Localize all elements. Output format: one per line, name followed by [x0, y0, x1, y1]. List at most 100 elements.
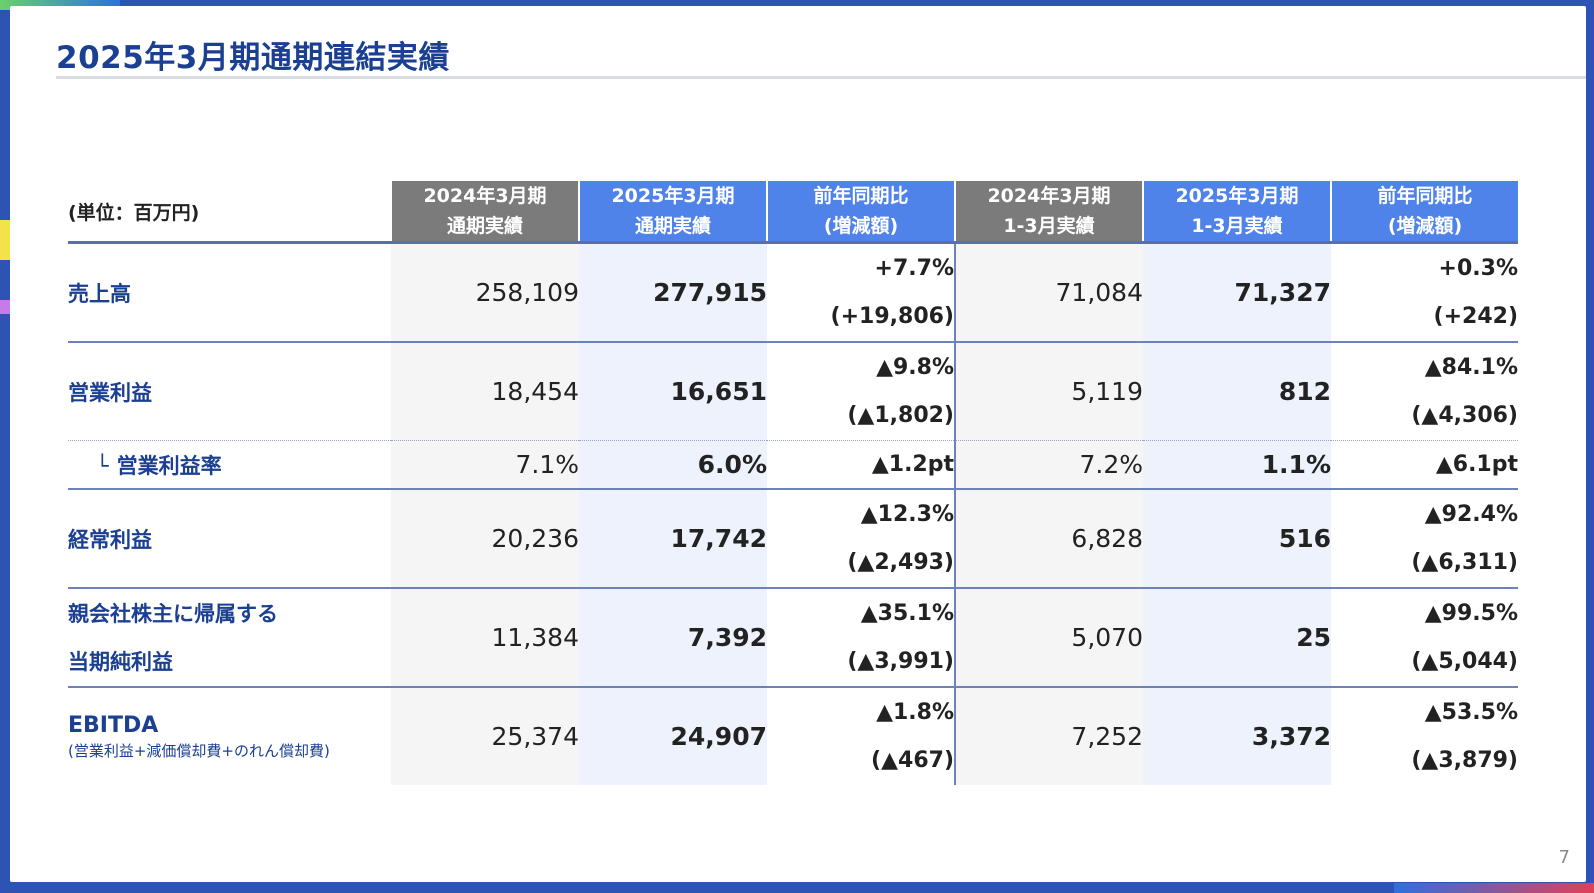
diff-amount: (▲2,493)	[847, 549, 954, 575]
cell-q-current: 3,372	[1143, 687, 1331, 785]
col-header-fy2024: 2024年3月期 通期実績	[390, 181, 579, 244]
row-label: 経常利益	[68, 489, 391, 589]
row-label-text: 営業利益率	[116, 453, 222, 478]
cell-fy-diff: ▲35.1% (▲3,991)	[767, 588, 955, 688]
slide: 2025年3月期通期連結実績 (単位：百万円) 2024年3月期 通期実績 20…	[10, 6, 1586, 882]
diff-amount: (▲4,306)	[1411, 402, 1518, 428]
diff-amount: (▲467)	[871, 747, 954, 773]
diff-amount: (▲1,802)	[847, 402, 954, 428]
cell-fy-diff: +7.7% (+19,806)	[767, 242, 955, 343]
diff-amount: (+19,806)	[830, 303, 954, 329]
col-header-line2: 1-3月実績	[1191, 215, 1283, 237]
cell-fy-prior: 25,374	[391, 687, 579, 785]
cell-q-diff: ▲6.1pt	[1331, 440, 1518, 490]
diff-percent: ▲99.5%	[1424, 600, 1518, 626]
frame-accent	[0, 220, 10, 260]
col-header-line2: 通期実績	[634, 215, 711, 237]
cell-q-current: 25	[1143, 588, 1331, 688]
results-table: (単位：百万円) 2024年3月期 通期実績 2025年3月期 通期実績 前年同…	[68, 181, 1518, 785]
row-label-line1: 親会社株主に帰属する	[68, 601, 278, 626]
cell-q-prior: 6,828	[954, 489, 1143, 589]
cell-q-prior: 7.2%	[954, 440, 1143, 490]
row-label-note: (営業利益+減価償却費+のれん償却費)	[68, 741, 330, 760]
table-row-ebitda: EBITDA (営業利益+減価償却費+のれん償却費) 25,374 24,907…	[68, 687, 1518, 785]
diff-percent: ▲9.8%	[876, 354, 954, 380]
cell-q-prior: 5,119	[954, 342, 1143, 441]
cell-fy-diff: ▲9.8% (▲1,802)	[767, 342, 955, 441]
table-row-operating-margin: └ 営業利益率 7.1% 6.0% ▲1.2pt 7.2% 1.1% ▲6.1pt	[68, 440, 1518, 490]
cell-fy-current: 7,392	[579, 588, 767, 688]
row-label-line2: 当期純利益	[68, 649, 173, 674]
cell-q-prior: 7,252	[954, 687, 1143, 785]
row-label-main: EBITDA	[68, 712, 159, 738]
col-header-line2: 通期実績	[446, 215, 523, 237]
diff-amount: (▲3,879)	[1411, 747, 1518, 773]
cell-fy-diff: ▲12.3% (▲2,493)	[767, 489, 955, 589]
diff-percent: ▲53.5%	[1424, 699, 1518, 725]
diff-percent: ▲12.3%	[860, 501, 954, 527]
cell-fy-prior: 11,384	[391, 588, 579, 688]
cell-q-current: 71,327	[1143, 242, 1331, 343]
col-header-q2024: 2024年3月期 1-3月実績	[954, 181, 1143, 244]
page-title: 2025年3月期通期連結実績	[56, 40, 450, 76]
cell-fy-prior: 258,109	[391, 242, 579, 343]
table-row-net-sales: 売上高 258,109 277,915 +7.7% (+19,806) 71,0…	[68, 242, 1518, 343]
cell-q-diff: ▲53.5% (▲3,879)	[1331, 687, 1518, 785]
diff-percent: ▲1.8%	[876, 699, 954, 725]
row-label: 売上高	[68, 242, 391, 343]
col-header-line1: 前年同期比	[813, 185, 909, 207]
col-header-line2: 1-3月実績	[1003, 215, 1095, 237]
cell-fy-current: 6.0%	[579, 440, 767, 490]
col-header-fy2025: 2025年3月期 通期実績	[578, 181, 767, 244]
cell-q-diff: ▲92.4% (▲6,311)	[1331, 489, 1518, 589]
col-header-fy-yoy: 前年同期比 (増減額)	[766, 181, 955, 244]
col-header-line2: (増減額)	[823, 215, 899, 237]
row-label: EBITDA (営業利益+減価償却費+のれん償却費)	[68, 687, 391, 785]
diff-percent: ▲84.1%	[1424, 354, 1518, 380]
diff-amount: (▲3,991)	[847, 648, 954, 674]
row-label: 営業利益	[68, 342, 391, 441]
frame-accent	[0, 300, 10, 314]
frame-accent	[1394, 883, 1594, 893]
cell-fy-current: 16,651	[579, 342, 767, 441]
diff-percent: ▲35.1%	[860, 600, 954, 626]
diff-amount: (▲5,044)	[1411, 648, 1518, 674]
cell-q-diff: ▲84.1% (▲4,306)	[1331, 342, 1518, 441]
table-row-ordinary-income: 経常利益 20,236 17,742 ▲12.3% (▲2,493) 6,828…	[68, 489, 1518, 589]
cell-q-current: 812	[1143, 342, 1331, 441]
diff-percent: +0.3%	[1438, 255, 1518, 281]
cell-fy-current: 17,742	[579, 489, 767, 589]
cell-q-prior: 71,084	[954, 242, 1143, 343]
cell-fy-prior: 20,236	[391, 489, 579, 589]
row-label: └ 営業利益率	[68, 440, 391, 490]
cell-fy-diff: ▲1.8% (▲467)	[767, 687, 955, 785]
col-header-q2025: 2025年3月期 1-3月実績	[1142, 181, 1331, 244]
col-header-line1: 2025年3月期	[611, 185, 735, 207]
col-header-q-yoy: 前年同期比 (増減額)	[1330, 181, 1518, 244]
diff-amount: (▲6,311)	[1411, 549, 1518, 575]
cell-fy-current: 277,915	[579, 242, 767, 343]
cell-fy-current: 24,907	[579, 687, 767, 785]
table-row-operating-income: 営業利益 18,454 16,651 ▲9.8% (▲1,802) 5,119 …	[68, 342, 1518, 441]
cell-q-current: 516	[1143, 489, 1331, 589]
cell-q-current: 1.1%	[1143, 440, 1331, 490]
cell-fy-diff: ▲1.2pt	[767, 440, 955, 490]
frame-accent	[0, 0, 120, 10]
col-header-line1: 前年同期比	[1377, 185, 1473, 207]
cell-fy-prior: 18,454	[391, 342, 579, 441]
diff-percent: +7.7%	[874, 255, 954, 281]
sub-item-corner-icon: └	[96, 453, 109, 478]
col-header-line1: 2025年3月期	[1175, 185, 1299, 207]
table-row-net-income: 親会社株主に帰属する 当期純利益 11,384 7,392 ▲35.1% (▲3…	[68, 588, 1518, 688]
cell-q-prior: 5,070	[954, 588, 1143, 688]
cell-fy-prior: 7.1%	[391, 440, 579, 490]
cell-q-diff: +0.3% (+242)	[1331, 242, 1518, 343]
col-header-line1: 2024年3月期	[423, 185, 547, 207]
cell-q-diff: ▲99.5% (▲5,044)	[1331, 588, 1518, 688]
diff-percent: ▲92.4%	[1424, 501, 1518, 527]
col-header-line2: (増減額)	[1387, 215, 1463, 237]
page-number: 7	[1558, 847, 1570, 868]
col-header-line1: 2024年3月期	[987, 185, 1111, 207]
diff-amount: (+242)	[1433, 303, 1518, 329]
unit-label: (単位：百万円)	[68, 181, 391, 244]
